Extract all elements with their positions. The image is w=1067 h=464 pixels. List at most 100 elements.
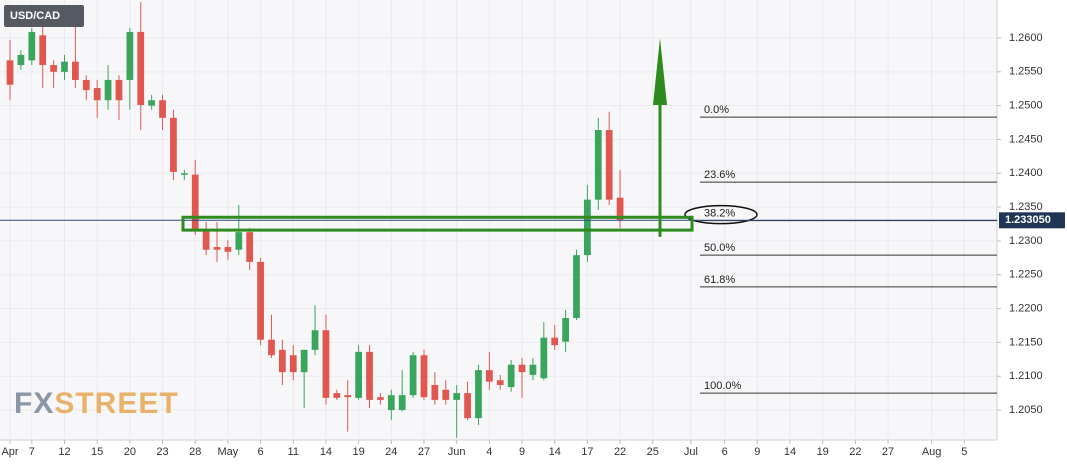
title-box [4,5,84,27]
target-arrow-head [653,38,667,106]
candle-body [268,339,275,356]
x-tick-label: 27 [882,446,894,458]
candle-body [39,35,47,66]
x-tick-label: 11 [288,446,299,458]
logo: FXSTREET [14,387,179,420]
candle-body [398,395,406,411]
candle-body [616,197,624,220]
candle-body [594,130,602,200]
x-tick-label: 14 [549,446,561,458]
y-tick-label: 1.2250 [1009,269,1043,281]
fib-label: 61.8% [704,274,735,286]
candle-body [551,337,559,346]
candle-body [180,173,188,175]
candle-body [289,355,297,373]
candle-body [387,395,395,411]
candle-body [464,393,471,419]
last-price-label: 1.233050 [1005,214,1051,226]
candle-body [529,364,537,375]
candle-body [61,61,68,72]
y-tick-label: 1.2200 [1009,302,1043,314]
y-tick-label: 1.2050 [1009,404,1043,416]
x-tick-label: Aug [922,446,942,458]
candle-body [115,79,123,101]
candle-body [366,351,373,400]
candle-body [170,117,177,172]
last-price-box [999,212,1065,229]
y-tick-label: 1.2350 [1009,201,1043,213]
candle-body [50,65,57,72]
candle-body [213,247,221,250]
logo-fx: FX [14,387,54,420]
x-tick-label: Jul [684,446,698,458]
x-tick-label: 6 [258,446,264,458]
x-tick-label: 4 [486,446,492,458]
candle-body [322,330,330,398]
x-tick-label: 17 [581,446,593,458]
candle-body [224,247,232,252]
candle-body [420,355,428,398]
x-tick-label: 14 [320,446,332,458]
x-tick-label: 22 [849,446,861,458]
candle-body [126,31,134,80]
candle-body [355,351,363,398]
candle-body [17,54,25,66]
x-tick-label: Jun [448,446,466,458]
y-tick-label: 1.2500 [1009,100,1043,112]
x-tick-label: Apr [1,446,18,458]
candle-body [246,232,254,262]
candle-body [507,364,515,388]
support-zone [181,215,694,232]
candle-body [333,393,341,398]
candle-body [485,370,493,382]
candle-body [409,355,417,396]
x-tick-label: 27 [418,446,430,458]
candle-body [518,364,526,373]
candle-body [278,349,286,373]
candle-body [300,349,308,373]
highlight-ellipse [684,204,758,225]
y-tick-label: 1.2550 [1009,66,1043,78]
x-tick-label: 22 [614,446,626,458]
candle-body [562,318,569,342]
candle-body [28,31,36,61]
x-tick-label: 19 [352,446,364,458]
fib-label: 23.6% [704,169,735,181]
fib-label: 38.2% [704,208,735,220]
candle-body [605,130,613,200]
y-tick-label: 1.2600 [1009,32,1043,44]
candle-body [159,100,166,118]
y-tick-label: 1.2300 [1009,235,1043,247]
x-tick-label: 14 [784,446,796,458]
candle-body [453,393,461,400]
x-tick-label: 12 [58,446,70,458]
candle-body [377,397,384,400]
candle-body [191,174,199,231]
candle-body [93,88,101,101]
x-tick-label: 9 [519,446,525,458]
x-tick-label: 23 [156,446,168,458]
x-tick-label: May [218,446,239,458]
candle-body [431,385,439,400]
fib-label: 50.0% [704,242,735,254]
y-tick-label: 1.2450 [1009,133,1043,145]
chart-title: USD/CAD [10,10,60,22]
y-tick-label: 1.2150 [1009,336,1043,348]
x-tick-label: 7 [29,446,35,458]
candle-body [6,60,14,85]
candle-body [235,232,243,250]
x-tick-label: 6 [722,446,728,458]
candle-body [573,255,580,319]
x-tick-label: 20 [124,446,136,458]
candle-body [82,79,90,91]
x-tick-label: 5 [961,446,967,458]
x-tick-label: 9 [754,446,760,458]
candle-body [475,370,482,419]
candle-body [257,261,264,340]
candle-body [202,230,210,250]
x-tick-label: 15 [91,446,103,458]
candle-body [72,61,79,80]
fib-label: 100.0% [704,380,742,392]
candle-body [442,389,450,400]
